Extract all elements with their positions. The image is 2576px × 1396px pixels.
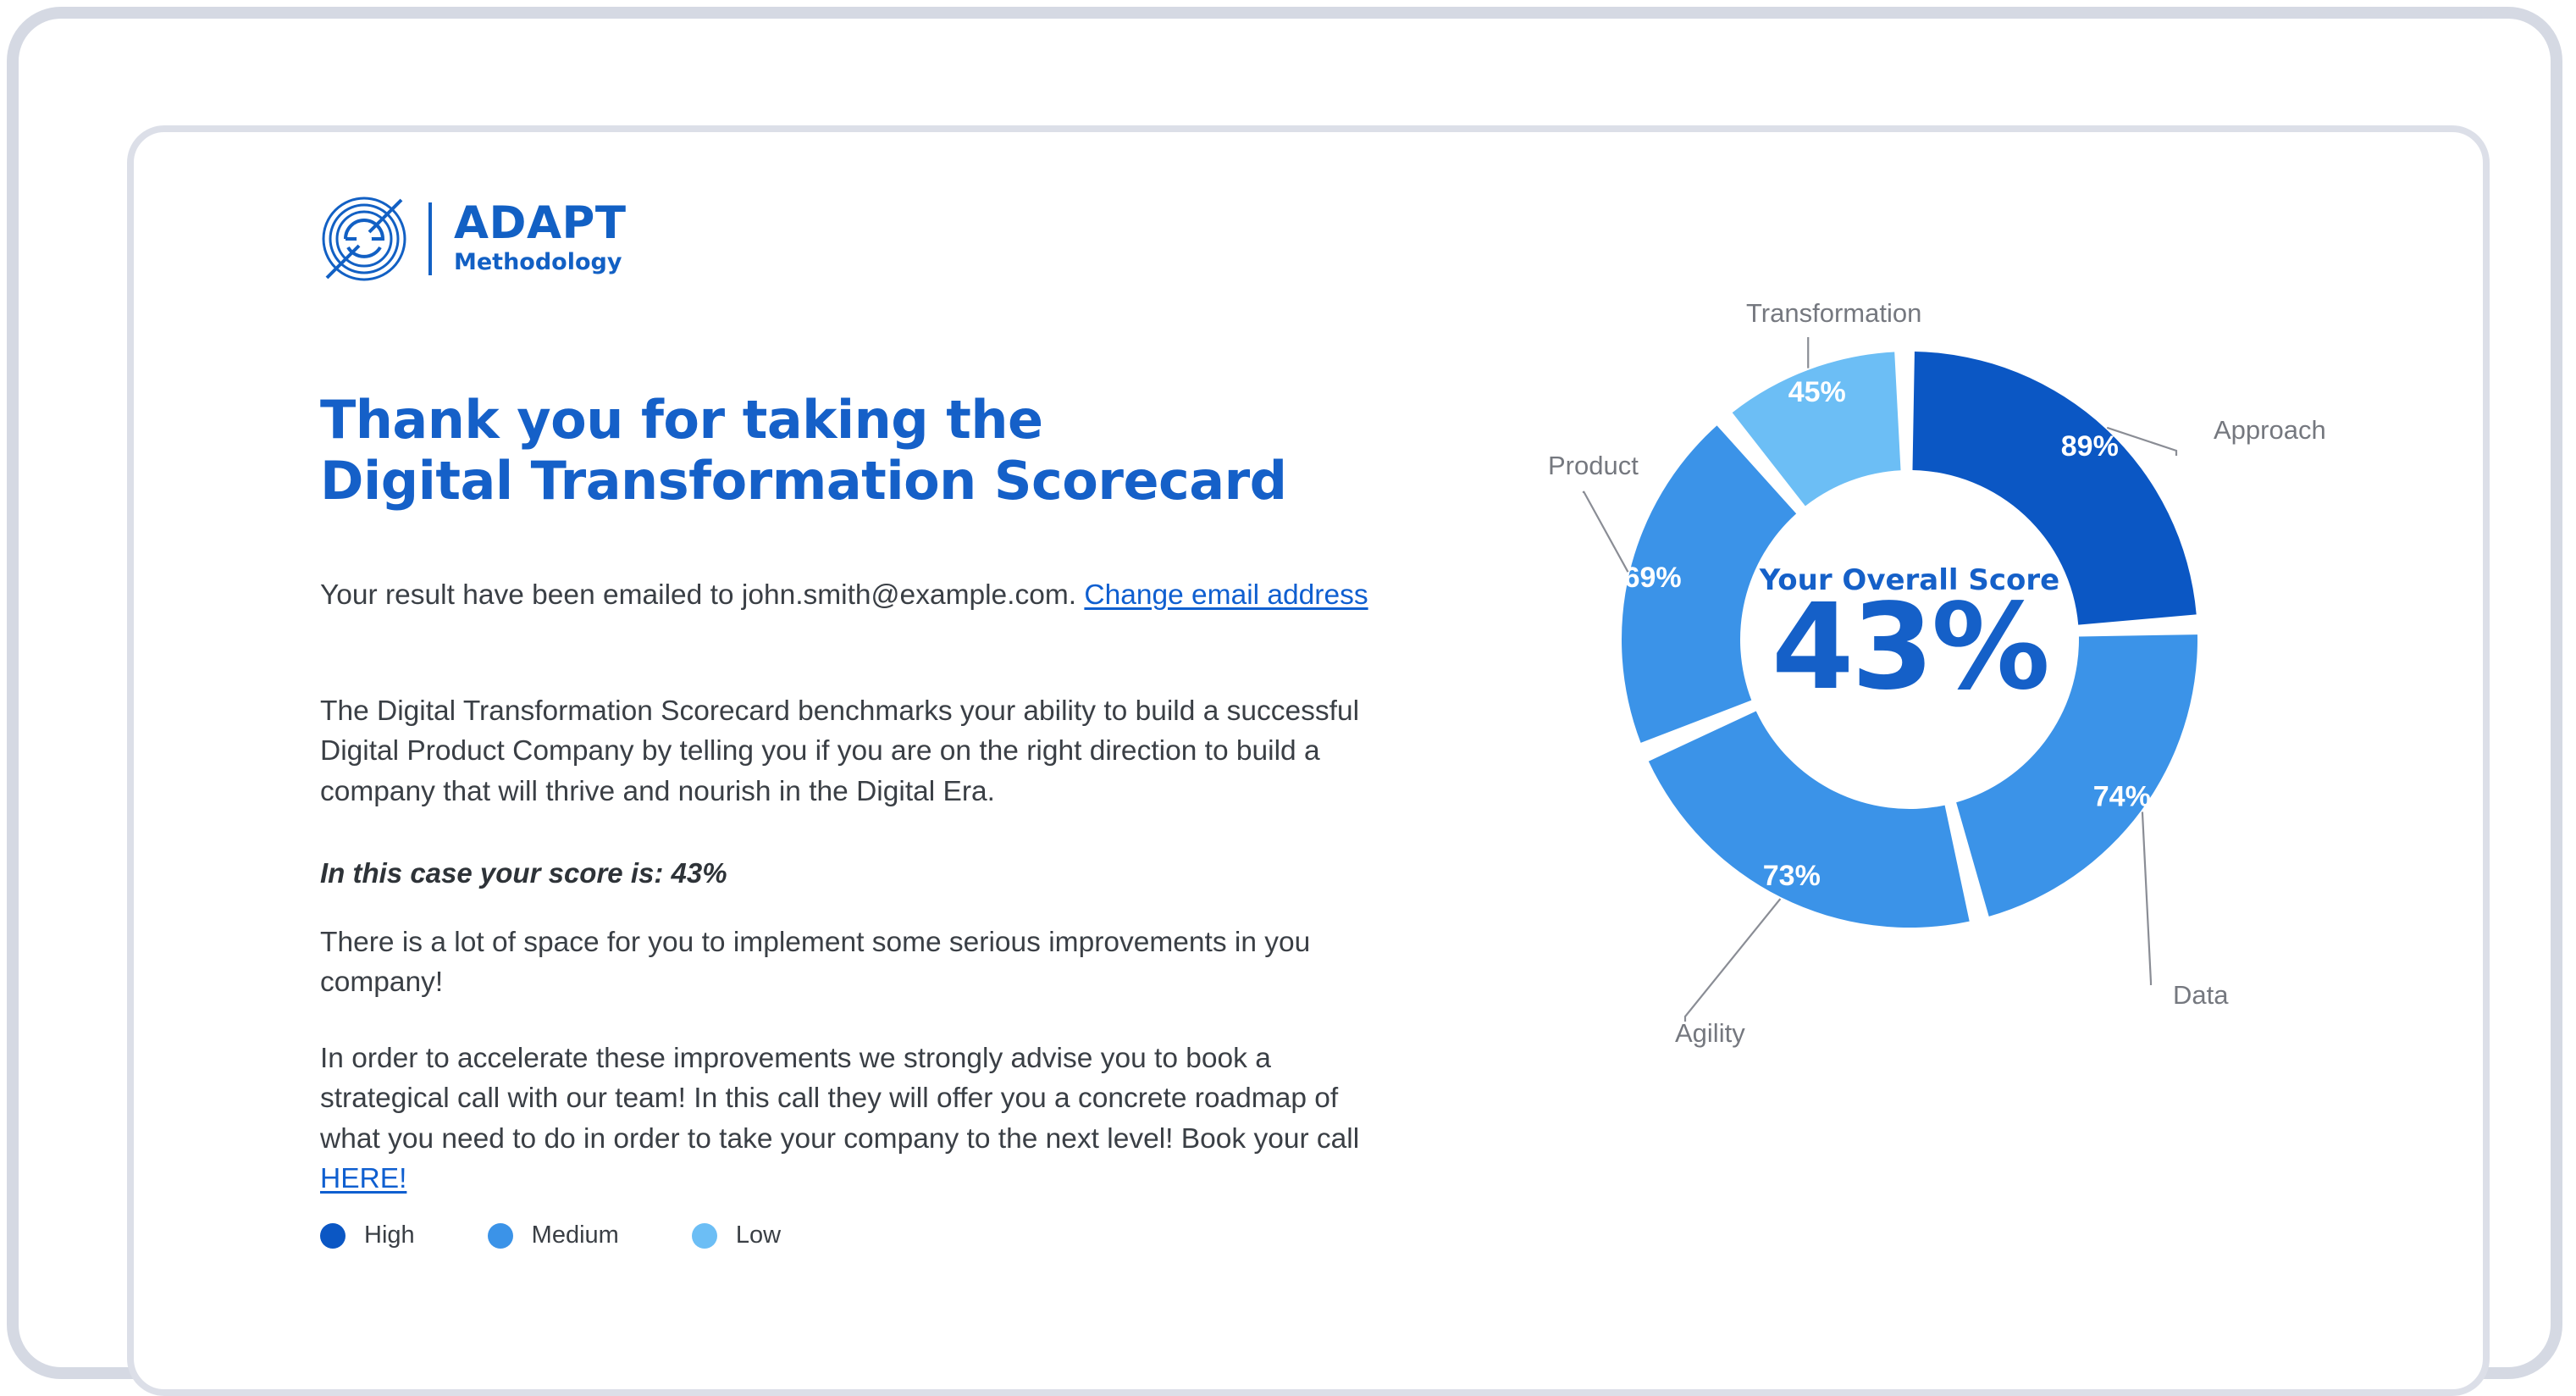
logo-brand-name: ADAPT — [454, 197, 627, 250]
legend-dot-high-icon — [320, 1222, 345, 1249]
donut-segment-data[interactable] — [1956, 634, 2197, 917]
donut-svg: 89% 74% 73% 69% 45% Approach Data Agility Produ… — [1548, 298, 2326, 1048]
legend-dot-medium-icon — [487, 1222, 513, 1249]
page-title-line-2: Digital Transformation Scorecard — [320, 450, 1287, 512]
chart-legend: High Medium Low — [320, 1222, 854, 1249]
donut-segment-transformation[interactable] — [1732, 352, 1901, 507]
donut-center-score: 43% — [1772, 579, 2048, 717]
legend-item-high: High — [320, 1222, 415, 1249]
book-call-here-link[interactable]: HERE! — [320, 1163, 407, 1195]
donut-value-agility: 73% — [1763, 860, 1821, 892]
scorecard-intro-paragraph: The Digital Transformation Scorecard ben… — [320, 695, 1360, 807]
legend-label-medium: Medium — [531, 1222, 619, 1249]
leader-line-product — [1582, 490, 1629, 573]
donut-category-labels: Approach Data Agility Product Transformation — [1548, 298, 2326, 1048]
donut-category-approach: Approach — [2214, 415, 2326, 445]
logo-brand-subtitle: Methodology — [454, 249, 622, 276]
donut-category-product: Product — [1548, 451, 1639, 480]
legend-item-low: Low — [691, 1222, 782, 1249]
donut-segment-approach[interactable] — [1912, 352, 2197, 625]
legend-item-medium: Medium — [487, 1222, 619, 1249]
leader-line-approach — [2106, 426, 2178, 456]
leader-line-agility — [1683, 898, 1782, 1022]
donut-leader-lines — [1582, 337, 2178, 1022]
donut-value-product: 69% — [1624, 562, 1682, 594]
improvement-paragraph: There is a lot of space for you to imple… — [320, 926, 1311, 999]
adapt-circular-e-logo-icon — [322, 197, 406, 281]
change-email-link[interactable]: Change email address — [1084, 579, 1368, 611]
donut-value-approach: 89% — [2061, 430, 2119, 463]
page-title-line-1: Thank you for taking the — [320, 388, 1043, 451]
overall-score-donut-chart: 89% 74% 73% 69% 45% Approach Data Agility Produ… — [1473, 254, 2346, 1110]
legend-label-low: Low — [735, 1222, 782, 1249]
donut-segments — [1622, 352, 2197, 928]
donut-category-transformation: Transformation — [1746, 298, 1921, 328]
donut-segment-product[interactable] — [1622, 425, 1797, 743]
page-title: Thank you for taking the Digital Transfo… — [320, 388, 1438, 512]
book-call-paragraph: In order to accelerate these improvement… — [320, 1039, 1404, 1199]
donut-category-agility: Agility — [1675, 1018, 1745, 1048]
donut-category-data: Data — [2173, 980, 2229, 1010]
donut-value-labels: 89% 74% 73% 69% 45% — [1624, 376, 2151, 892]
brand-logo: ADAPT Methodology — [320, 193, 627, 285]
content-area: ADAPT Methodology Thank you for taking t… — [320, 193, 2346, 1249]
logo-divider — [428, 202, 432, 275]
email-confirmation-paragraph: Your result have been emailed to john.sm… — [320, 575, 1404, 616]
donut-value-data: 74% — [2093, 781, 2151, 813]
logo-wordmark: ADAPT Methodology — [454, 201, 627, 277]
donut-value-transformation: 45% — [1788, 376, 1846, 408]
legend-label-high: High — [364, 1222, 415, 1249]
donut-segment-agility[interactable] — [1648, 711, 1970, 928]
leader-line-data — [2141, 812, 2153, 985]
donut-center-title: Your Overall Score — [1759, 563, 2059, 597]
score-statement: In this case your score is: 43% — [320, 857, 727, 889]
email-confirmation-text: Your result have been emailed to john.sm… — [320, 579, 1085, 611]
book-call-text: In order to accelerate these improvement… — [320, 1042, 1360, 1155]
legend-dot-low-icon — [691, 1222, 717, 1249]
